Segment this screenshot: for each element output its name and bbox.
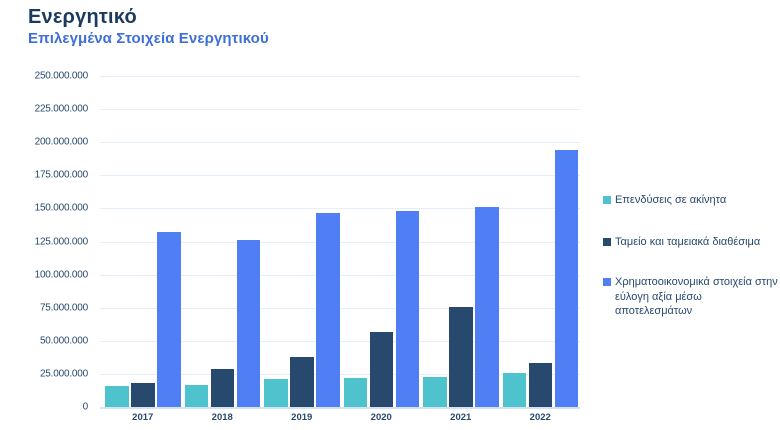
bar-2020-s0[interactable] bbox=[343, 377, 367, 407]
gridline bbox=[100, 340, 580, 342]
legend-item-2[interactable]: Χρηματοοικονομικά στοιχεία στην εύλογη α… bbox=[603, 275, 780, 319]
gridline bbox=[100, 274, 580, 276]
bar-2019-s2[interactable] bbox=[316, 213, 340, 407]
legend-label: Χρηματοοικονομικά στοιχεία στην εύλογη α… bbox=[615, 276, 778, 318]
gridline bbox=[100, 76, 580, 77]
legend-swatch-icon bbox=[603, 196, 611, 204]
x-tick-label-2021: 2021 bbox=[450, 412, 472, 423]
bar-2017-s1[interactable] bbox=[131, 383, 155, 407]
y-tick-label: 75.000.000 bbox=[39, 302, 88, 314]
y-tick-label: 100.000.000 bbox=[34, 269, 89, 281]
gridline bbox=[100, 142, 580, 144]
gridline bbox=[100, 175, 580, 177]
y-tick-label: 125.000.000 bbox=[34, 236, 89, 247]
x-tick-label-2018: 2018 bbox=[211, 412, 233, 423]
y-tick-label: 175.000.000 bbox=[34, 169, 89, 181]
x-tick-label-2022: 2022 bbox=[529, 412, 551, 423]
plot-area bbox=[100, 76, 580, 409]
bar-2022-s2[interactable] bbox=[554, 150, 578, 407]
y-tick-label: 200.000.000 bbox=[34, 136, 89, 148]
x-tick-label-2020: 2020 bbox=[370, 412, 392, 423]
x-tick-label-2019: 2019 bbox=[291, 412, 313, 423]
gridline bbox=[100, 307, 580, 309]
bar-2018-s0[interactable] bbox=[184, 385, 208, 407]
bar-2020-s1[interactable] bbox=[369, 331, 393, 407]
bar-2018-s1[interactable] bbox=[210, 369, 234, 407]
gridline bbox=[100, 109, 580, 111]
legend-item-1[interactable]: Ταμείο και ταμειακά διαθέσιμα bbox=[603, 235, 760, 250]
legend-label: Επενδύσεις σε ακίνητα bbox=[615, 194, 727, 206]
y-tick-label: 150.000.000 bbox=[34, 202, 89, 214]
page-subtitle: Επιλεγμένα Στοιχεία Ενεργητικού bbox=[28, 30, 269, 47]
bar-2020-s2[interactable] bbox=[395, 211, 419, 407]
y-tick-label: 250.000.000 bbox=[34, 70, 89, 82]
legend-item-0[interactable]: Επενδύσεις σε ακίνητα bbox=[603, 193, 726, 208]
bar-2021-s0[interactable] bbox=[423, 376, 447, 407]
gridline bbox=[100, 208, 580, 210]
legend-swatch-icon bbox=[603, 278, 611, 286]
page-title: Ενεργητικό bbox=[28, 6, 137, 28]
legend-swatch-icon bbox=[603, 238, 611, 246]
y-tick-label: 0 bbox=[82, 401, 89, 413]
y-tick-label: 225.000.000 bbox=[34, 103, 89, 115]
bar-2019-s1[interactable] bbox=[290, 356, 314, 407]
gridline bbox=[100, 241, 580, 243]
y-tick-label: 25.000.000 bbox=[39, 368, 88, 380]
bar-2017-s2[interactable] bbox=[157, 231, 181, 407]
bar-2021-s2[interactable] bbox=[475, 207, 499, 407]
x-tick-label-2017: 2017 bbox=[132, 412, 154, 423]
bar-2022-s1[interactable] bbox=[528, 363, 552, 407]
bar-2018-s2[interactable] bbox=[236, 240, 260, 407]
legend: Επενδύσεις σε ακίνητα Ταμείο και ταμειακά… bbox=[603, 0, 780, 430]
y-tick-label: 50.000.000 bbox=[39, 335, 88, 347]
bar-2021-s1[interactable] bbox=[449, 307, 473, 407]
bar-2022-s0[interactable] bbox=[502, 372, 526, 407]
bar-2019-s0[interactable] bbox=[264, 379, 288, 407]
legend-label: Ταμείο και ταμειακά διαθέσιμα bbox=[615, 236, 761, 248]
bar-2017-s0[interactable] bbox=[105, 386, 129, 407]
gridline bbox=[100, 373, 580, 375]
